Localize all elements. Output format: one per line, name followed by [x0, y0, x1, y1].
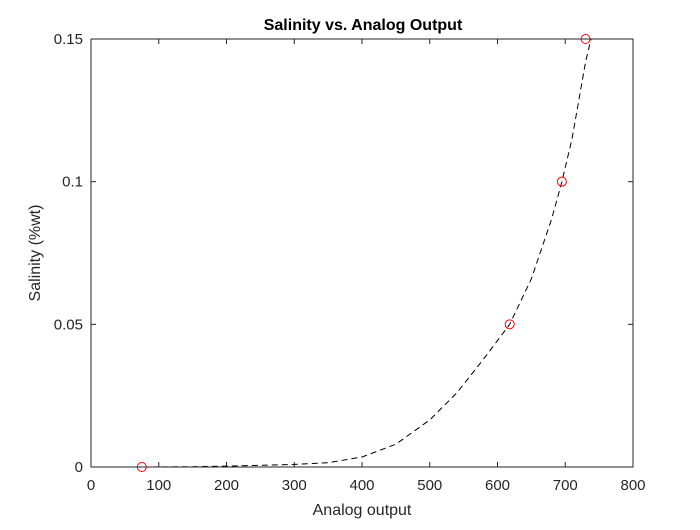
y-axis-label: Salinity (%wt) — [27, 205, 44, 302]
y-tick-label: 0.15 — [54, 31, 83, 48]
y-axis-ticks: 0 0.05 0.1 0.15 — [54, 31, 633, 476]
data-point — [504, 319, 515, 330]
y-tick-label: 0 — [75, 459, 83, 476]
x-tick-label: 700 — [553, 477, 578, 494]
y-tick-label: 0.1 — [62, 174, 83, 191]
plot-border — [90, 38, 634, 468]
x-tick-label: 100 — [146, 477, 171, 494]
x-axis-ticks: 0 100 200 300 400 500 600 700 800 — [87, 39, 646, 494]
x-tick-label: 500 — [417, 477, 442, 494]
x-tick-label: 600 — [485, 477, 510, 494]
x-tick-label: 300 — [282, 477, 307, 494]
plot-area — [91, 39, 633, 467]
x-tick-label: 400 — [349, 477, 374, 494]
x-tick-label: 800 — [620, 477, 645, 494]
data-point — [556, 176, 567, 187]
chart-title: Salinity vs. Analog Output — [264, 17, 463, 34]
x-tick-label: 200 — [214, 477, 239, 494]
x-tick-label: 0 — [87, 477, 95, 494]
y-tick-label: 0.05 — [54, 316, 83, 333]
x-axis-label: Analog output — [313, 502, 412, 519]
fit-curve — [141, 38, 592, 468]
